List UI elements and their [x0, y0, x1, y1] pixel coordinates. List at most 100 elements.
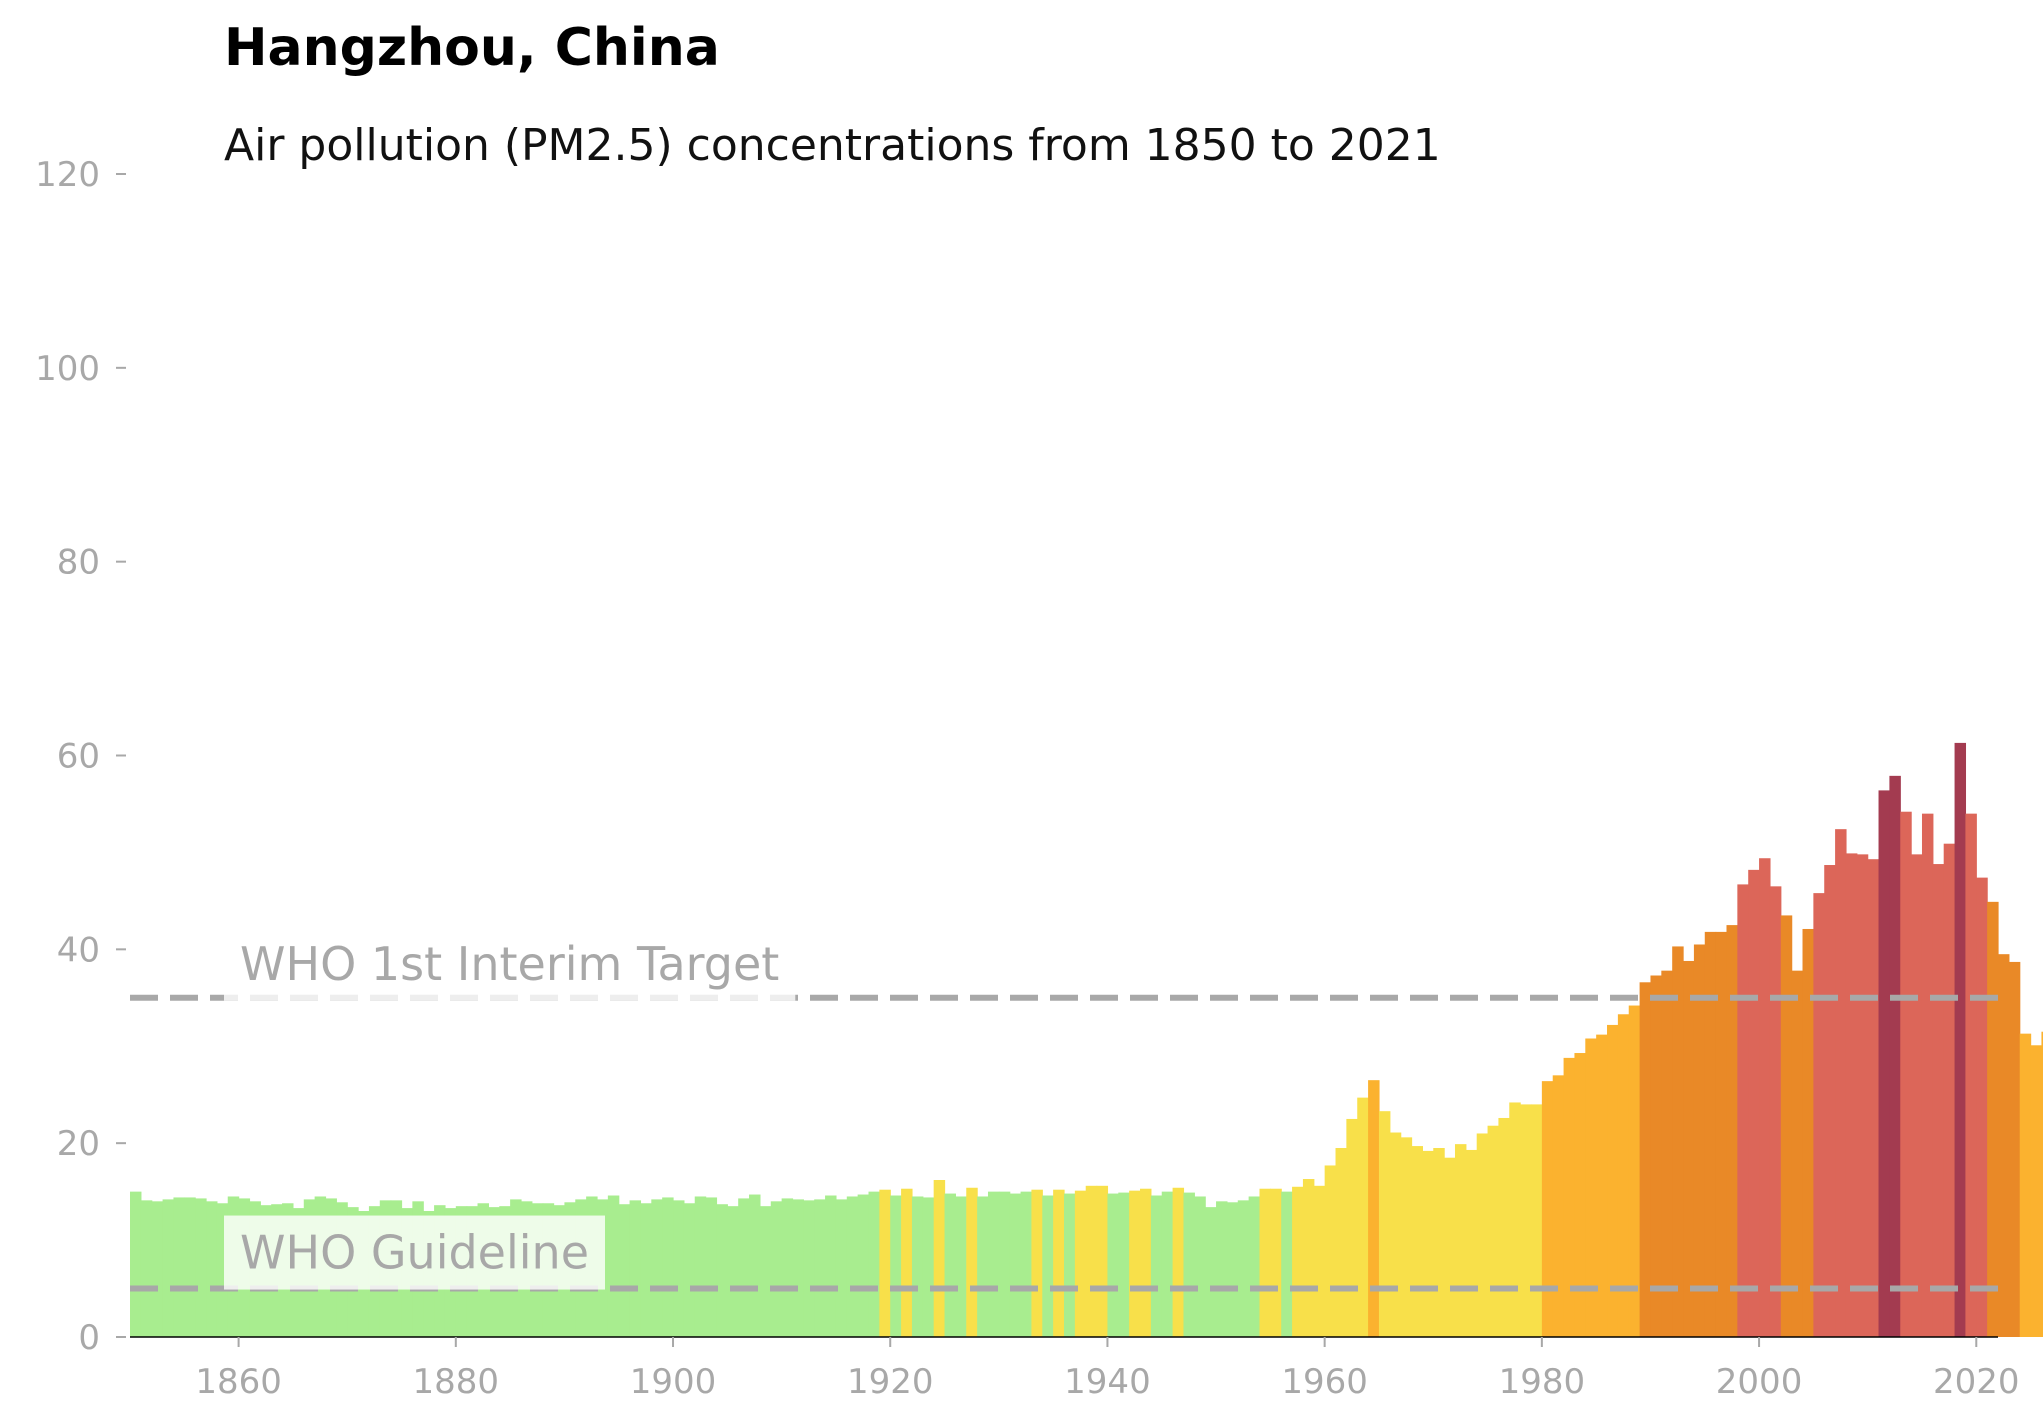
bar-1998 [1737, 884, 1749, 1337]
bar-1939 [1096, 1185, 1109, 1337]
bar-2022 [1998, 954, 2010, 1337]
bar-2025 [2030, 1045, 2043, 1337]
bar-1970 [1433, 1148, 1445, 1337]
bar-2000 [1759, 858, 1771, 1337]
bar-2005 [1813, 893, 1825, 1337]
y-tick-label-0: 0 [78, 1318, 100, 1358]
y-tick-label-80: 80 [57, 543, 100, 583]
bar-1932 [1020, 1191, 1033, 1338]
bar-2019 [1965, 813, 1977, 1337]
bar-1936 [1064, 1193, 1076, 1337]
bar-1996 [1715, 931, 1728, 1337]
bar-1985 [1596, 1034, 1608, 1337]
reference-lines-layer: WHO 1st Interim Target WHO Guideline [130, 926, 1998, 1292]
chart-subtitle: Air pollution (PM2.5) concentrations fro… [224, 120, 1441, 171]
bar-1898 [651, 1199, 663, 1337]
bar-1854 [173, 1197, 185, 1337]
bar-1853 [162, 1199, 175, 1337]
bar-1851 [140, 1200, 153, 1337]
bar-1895 [618, 1204, 631, 1337]
y-tick-label-120: 120 [35, 155, 100, 195]
bar-2012 [1889, 775, 1901, 1337]
ref-label-bg-who-1st-interim-target [224, 926, 796, 1001]
bar-1858 [216, 1203, 229, 1337]
bar-1901 [683, 1203, 696, 1337]
ref-label-bg-who-guideline [224, 1215, 605, 1290]
bar-1906 [738, 1198, 750, 1337]
x-tick-label-1960: 1960 [1281, 1362, 1368, 1402]
bar-1957 [1292, 1186, 1304, 1337]
bar-1905 [727, 1206, 739, 1337]
bar-1965 [1378, 1111, 1391, 1337]
bar-1992 [1672, 946, 1684, 1337]
bar-1857 [206, 1201, 218, 1337]
bar-1945 [1161, 1191, 1174, 1338]
bar-1944 [1150, 1195, 1163, 1337]
bar-1917 [857, 1194, 870, 1337]
bar-1921 [901, 1188, 913, 1337]
bar-1934 [1042, 1195, 1054, 1337]
bar-1975 [1487, 1125, 1500, 1337]
bar-2008 [1845, 853, 1858, 1337]
ref-label-who-1st-interim-target: WHO 1st Interim Target [240, 937, 779, 991]
bar-1940 [1107, 1193, 1119, 1337]
bar-1900 [673, 1200, 685, 1337]
bar-2009 [1856, 854, 1869, 1337]
bar-2021 [1987, 901, 1999, 1337]
bar-1850 [130, 1191, 142, 1338]
bar-2018 [1954, 742, 1967, 1337]
bar-1935 [1053, 1189, 1065, 1337]
x-tick-label-1900: 1900 [630, 1362, 717, 1402]
chart-title: Hangzhou, China [224, 18, 720, 78]
bar-2015 [1921, 813, 1934, 1337]
bar-2014 [1911, 854, 1923, 1337]
x-tick-label-1940: 1940 [1064, 1362, 1151, 1402]
bar-1962 [1346, 1118, 1358, 1337]
bar-1943 [1140, 1188, 1152, 1337]
bar-1993 [1683, 960, 1695, 1337]
bar-1903 [705, 1197, 718, 1337]
bar-1918 [868, 1191, 880, 1338]
bar-2023 [2008, 961, 2021, 1337]
bar-1997 [1726, 925, 1738, 1337]
bar-1971 [1444, 1157, 1456, 1337]
bar-1951 [1226, 1202, 1239, 1337]
bar-1991 [1661, 970, 1673, 1337]
bar-2006 [1824, 865, 1836, 1337]
bar-1915 [835, 1199, 848, 1337]
bar-1995 [1704, 931, 1717, 1337]
bar-1979 [1531, 1104, 1543, 1337]
bar-2010 [1867, 859, 1880, 1337]
bar-1976 [1498, 1117, 1510, 1337]
bar-2007 [1835, 829, 1847, 1337]
bar-1994 [1693, 944, 1706, 1337]
bar-1937 [1074, 1190, 1087, 1337]
bar-1952 [1237, 1200, 1250, 1337]
ref-label-who-guideline: WHO Guideline [240, 1226, 589, 1280]
bar-2004 [1802, 928, 1814, 1337]
bar-2002 [1780, 915, 1793, 1337]
bar-1938 [1085, 1185, 1098, 1337]
bar-1925 [944, 1193, 956, 1337]
bar-1955 [1270, 1188, 1282, 1337]
bar-1990 [1650, 975, 1662, 1337]
bar-1954 [1259, 1188, 1271, 1337]
bar-1926 [955, 1196, 967, 1337]
bar-1980 [1541, 1081, 1554, 1337]
bar-1907 [749, 1194, 761, 1337]
bar-1896 [629, 1200, 642, 1337]
y-tick-label-20: 20 [57, 1124, 100, 1164]
bar-1897 [640, 1203, 652, 1337]
bar-1931 [1009, 1193, 1022, 1337]
bar-1982 [1563, 1057, 1576, 1337]
x-tick-label-1980: 1980 [1499, 1362, 1586, 1402]
bar-1967 [1400, 1137, 1413, 1337]
bar-1914 [825, 1195, 837, 1337]
bar-1989 [1639, 982, 1652, 1337]
bar-1909 [770, 1201, 783, 1337]
bar-1922 [911, 1196, 924, 1337]
bar-1984 [1585, 1038, 1597, 1337]
bar-1913 [814, 1199, 826, 1337]
bar-1919 [879, 1189, 891, 1337]
